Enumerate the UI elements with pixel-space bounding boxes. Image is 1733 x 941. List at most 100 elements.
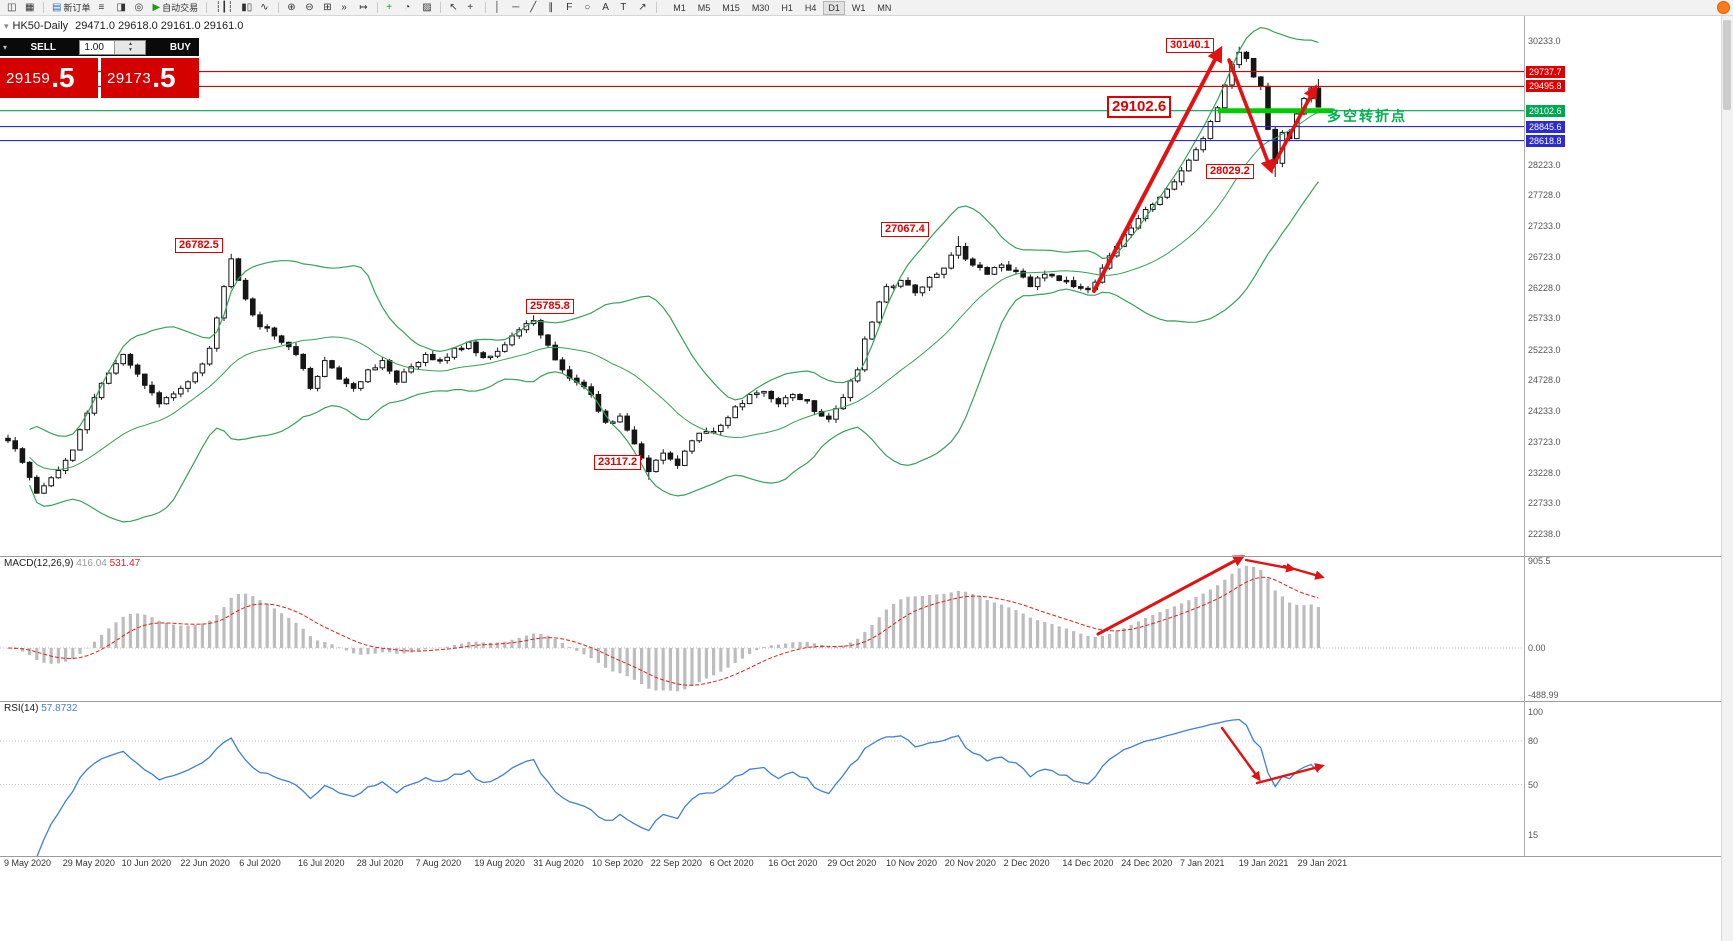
chart-profiles-icon: ▦ (25, 1, 35, 13)
timeframe-h1[interactable]: H1 (776, 1, 798, 15)
sell-button[interactable]: 29159.5 (0, 58, 98, 98)
main-trend-arrow[interactable] (1227, 58, 1275, 175)
price-annotation[interactable]: 27067.4 (881, 222, 929, 237)
trendline-icon[interactable]: ╱ (527, 1, 543, 15)
lot-increase-icon[interactable]: ▲ (127, 41, 133, 47)
candlestick-chart-icon[interactable]: ▮▯ (238, 1, 255, 15)
zoom-in-icon: ⊕ (287, 1, 296, 13)
date-axis-label: 16 Jul 2020 (298, 858, 345, 868)
vertical-line-icon: │ (494, 1, 501, 13)
navigator-icon[interactable]: ◎ (131, 1, 147, 15)
macd-trend-arrow[interactable] (1282, 564, 1325, 580)
arrows-tool-icon[interactable]: ↗ (635, 1, 651, 15)
price-annotation[interactable]: 26782.5 (175, 238, 223, 253)
main-trend-arrow[interactable] (1092, 45, 1223, 293)
timeframe-h4[interactable]: H4 (800, 1, 822, 15)
shapes-icon[interactable]: ○ (581, 1, 597, 15)
auto-scroll-icon[interactable]: » (338, 1, 354, 15)
price-axis-tick: 23228.0 (1528, 467, 1561, 478)
line-chart-icon[interactable]: ∿ (257, 1, 273, 15)
timeframe-m1[interactable]: M1 (668, 1, 691, 15)
lot-size-field[interactable]: 1.00 ▲ ▼ (79, 39, 147, 55)
price-annotation[interactable]: 28029.2 (1206, 164, 1254, 179)
new-chart-icon[interactable]: ◫ (4, 1, 20, 15)
price-tag: 29495.8 (1526, 80, 1565, 93)
price-tag: 28845.6 (1526, 120, 1565, 133)
macd-signal-line (7, 576, 1319, 686)
timeframe-m15[interactable]: M15 (717, 1, 745, 15)
timeframe-d1[interactable]: D1 (823, 0, 845, 15)
vertical-line-icon[interactable]: │ (491, 1, 507, 15)
collapse-panel-icon[interactable]: ▾ (3, 42, 8, 52)
zoom-in-icon[interactable]: ⊕ (284, 1, 300, 15)
date-axis-label: 16 Oct 2020 (768, 858, 818, 868)
text-icon[interactable]: A (599, 1, 615, 15)
price-tag: 29737.7 (1526, 65, 1565, 78)
vertical-scrollbar[interactable] (1721, 0, 1733, 941)
channel-icon[interactable]: ∥ (545, 1, 561, 15)
price-annotation[interactable]: 23117.2 (594, 455, 642, 470)
fibonacci-icon[interactable]: F (563, 1, 579, 15)
label-icon[interactable]: T (617, 1, 633, 15)
macd-name: MACD(12,26,9) (4, 558, 74, 569)
new-order-button[interactable]: ▤ 新订单 (49, 1, 93, 15)
horizontal-line-icon[interactable]: ─ (509, 1, 525, 15)
bar-chart-icon[interactable]: ┆┃┆ (212, 1, 236, 15)
periods-icon[interactable]: ◔ (401, 1, 417, 15)
buy-button[interactable]: 29173.5 (101, 58, 199, 98)
panel-separator[interactable] (0, 556, 1722, 557)
main-trend-arrow[interactable] (1269, 84, 1318, 172)
price-axis-tick: 24728.0 (1528, 375, 1561, 386)
zoom-out-icon[interactable]: ⊖ (302, 1, 318, 15)
lot-spinner: ▲ ▼ (114, 40, 146, 54)
timeframe-m5[interactable]: M5 (693, 1, 716, 15)
text-icon: A (602, 1, 609, 13)
chart-menu-icon[interactable]: ▾ (4, 21, 9, 31)
macd-axis-tick: 0.00 (1528, 643, 1546, 653)
annotation-text[interactable]: 多空转折点 (1327, 108, 1407, 124)
chart-shift-icon[interactable]: ↦ (356, 1, 372, 15)
crosshair-icon[interactable]: + (464, 1, 480, 15)
price-annotation[interactable]: 30140.1 (1166, 38, 1214, 53)
macd-trend-arrow[interactable] (1096, 555, 1246, 636)
templates-icon[interactable]: ▨ (419, 1, 435, 15)
cursor-icon[interactable]: ↖ (446, 1, 462, 15)
tile-windows-icon[interactable]: ⊞ (320, 1, 336, 15)
chart-shift-icon: ↦ (359, 1, 368, 13)
rsi-indicator-label: RSI(14) 57.8732 (4, 703, 77, 714)
price-annotation[interactable]: 29102.6 (1107, 96, 1172, 118)
date-axis-label: 2 Dec 2020 (1003, 858, 1050, 868)
date-axis-label: 28 Jul 2020 (356, 858, 404, 868)
date-axis-label: 24 Dec 2020 (1121, 858, 1173, 868)
line-chart-icon: ∿ (260, 1, 269, 13)
notification-icon[interactable] (1717, 1, 1730, 14)
price-axis-tick: 27233.0 (1528, 220, 1561, 231)
date-axis-label: 7 Jan 2021 (1180, 858, 1225, 868)
price-tag: 29102.6 (1526, 104, 1565, 117)
autotrading-button[interactable]: ▶ 自动交易 (149, 1, 201, 15)
date-axis-label: 19 Jan 2021 (1238, 858, 1289, 868)
indicators-icon[interactable]: + (383, 1, 399, 15)
price-annotation[interactable]: 25785.8 (526, 299, 574, 314)
templates-icon: ▨ (422, 1, 432, 13)
panel-separator[interactable] (0, 701, 1722, 702)
bollinger-lower (29, 181, 1319, 523)
timeframe-mn[interactable]: MN (872, 1, 896, 15)
rsi-trend-arrow[interactable] (1255, 763, 1325, 785)
rsi-value: 57.8732 (41, 703, 78, 714)
timeframe-w1[interactable]: W1 (847, 1, 871, 15)
data-window-icon: ◨ (116, 1, 126, 13)
chart-profiles-icon[interactable]: ▦ (22, 1, 38, 15)
main-toolbar: ◫ ▦ ▤ 新订单 ≡ ◨ ◎ ▶ 自动交易 ┆┃┆ ▮▯ ∿ ⊕ ⊖ ⊞ » ↦ + ◔ ▨ ↖ + │ ─ ╱ ∥ F ○ A T ↗ M… (0, 0, 1733, 16)
lot-decrease-icon[interactable]: ▼ (127, 47, 133, 53)
date-axis-label: 20 Nov 2020 (944, 858, 996, 868)
chart-title: ▾ HK50-Daily 29471.0 29618.0 29161.0 29161… (4, 20, 243, 32)
timeframe-m30[interactable]: M30 (747, 1, 775, 15)
scrollbar-thumb[interactable] (1723, 20, 1731, 110)
date-axis-label: 22 Sep 2020 (650, 858, 702, 868)
data-window-icon[interactable]: ◨ (113, 1, 129, 15)
rsi-trend-arrow[interactable] (1220, 726, 1261, 782)
market-watch-icon[interactable]: ≡ (95, 1, 111, 15)
tile-windows-icon: ⊞ (323, 1, 332, 13)
